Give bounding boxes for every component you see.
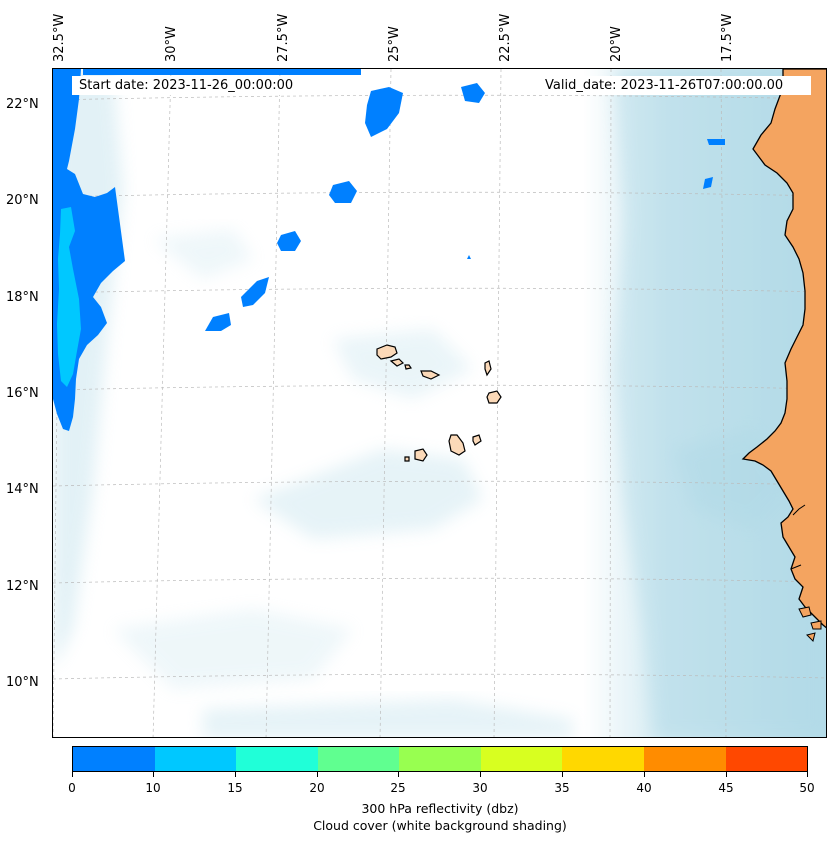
reflectivity-cell-5 — [241, 277, 269, 307]
reflectivity-cell-8 — [703, 177, 713, 189]
colorbar-segment-8 — [725, 747, 808, 771]
lat-label-16n: 16°N — [6, 386, 39, 401]
reflectivity-band-west-10 — [57, 207, 81, 387]
colorbar-segment-7 — [643, 747, 726, 771]
island-santo-antao — [376, 344, 398, 360]
colorbar-tick-label-0: 0 — [68, 781, 76, 795]
lon-label-20w: 20°W — [609, 26, 624, 62]
lon-label-27-5w: 27.5°W — [276, 13, 291, 62]
reflectivity-colorbar — [72, 746, 808, 772]
reflectivity-cell-4 — [277, 231, 301, 251]
reflectivity-cell-3 — [329, 181, 357, 203]
reflectivity-strip-top — [83, 69, 361, 75]
colorbar-segment-4 — [399, 747, 481, 771]
island-brava — [404, 456, 410, 462]
colorbar-tick-label-30: 30 — [472, 781, 488, 795]
colorbar-sublabel: Cloud cover (white background shading) — [313, 818, 567, 833]
lat-label-10n: 10°N — [6, 675, 39, 690]
start-date-label: Start date: 2023-11-26_00:00:00 — [72, 76, 359, 95]
reflectivity-cell-1 — [365, 87, 403, 137]
colorbar-tick-label-50: 50 — [799, 781, 815, 795]
lon-label-30w: 30°W — [164, 26, 179, 62]
coastal-details — [790, 504, 806, 570]
island-sao-nicolau — [420, 370, 441, 380]
colorbar-segment-1 — [154, 747, 237, 771]
cape-verde-islands — [376, 344, 502, 462]
colorbar-label: 300 hPa reflectivity (dbz) — [361, 801, 519, 816]
colorbar-segment-0 — [73, 747, 155, 771]
lat-label-14n: 14°N — [6, 482, 39, 497]
africa-landmass — [741, 69, 826, 629]
reflectivity-cell-7 — [707, 139, 725, 145]
lat-label-12n: 12°N — [6, 579, 39, 594]
island-fogo — [414, 448, 428, 462]
lat-label-18n: 18°N — [6, 290, 39, 305]
lon-label-25w: 25°W — [387, 26, 402, 62]
reflectivity-cell-2 — [461, 83, 485, 103]
colorbar-segment-6 — [562, 747, 644, 771]
island-santa-luzia — [404, 364, 412, 370]
colorbar-tick-label-40: 40 — [636, 781, 652, 795]
island-boa-vista — [486, 390, 502, 404]
lon-label-22-5w: 22.5°W — [498, 13, 513, 62]
colorbar-tick-label-25: 25 — [390, 781, 406, 795]
map-panel[interactable] — [52, 68, 827, 738]
bijagos-islands — [798, 606, 822, 642]
island-sal — [484, 360, 492, 377]
reflectivity-cell-6 — [205, 313, 231, 331]
colorbar-tick-label-20: 20 — [309, 781, 325, 795]
lon-label-32-5w: 32.5°W — [52, 13, 67, 62]
colorbar-tick-label-45: 45 — [718, 781, 734, 795]
colorbar-tick-label-10: 10 — [145, 781, 161, 795]
colorbar-segment-2 — [236, 747, 318, 771]
graticule — [53, 69, 826, 737]
colorbar-tick-label-35: 35 — [554, 781, 570, 795]
colorbar-segment-3 — [317, 747, 400, 771]
map-canvas — [53, 69, 826, 737]
valid-date-label: Valid_date: 2023-11-26T07:00:00.00 — [540, 76, 811, 95]
island-sao-vicente — [389, 358, 405, 367]
island-santiago — [448, 434, 466, 456]
lon-label-17-5w: 17.5°W — [720, 13, 735, 62]
lat-label-20n: 20°N — [6, 193, 39, 208]
colorbar-tick-label-15: 15 — [227, 781, 243, 795]
lat-label-22n: 22°N — [6, 97, 39, 112]
colorbar-segment-5 — [480, 747, 563, 771]
reflectivity-cell-9 — [467, 255, 471, 259]
reflectivity-contours — [53, 69, 725, 431]
island-maio — [472, 434, 482, 446]
